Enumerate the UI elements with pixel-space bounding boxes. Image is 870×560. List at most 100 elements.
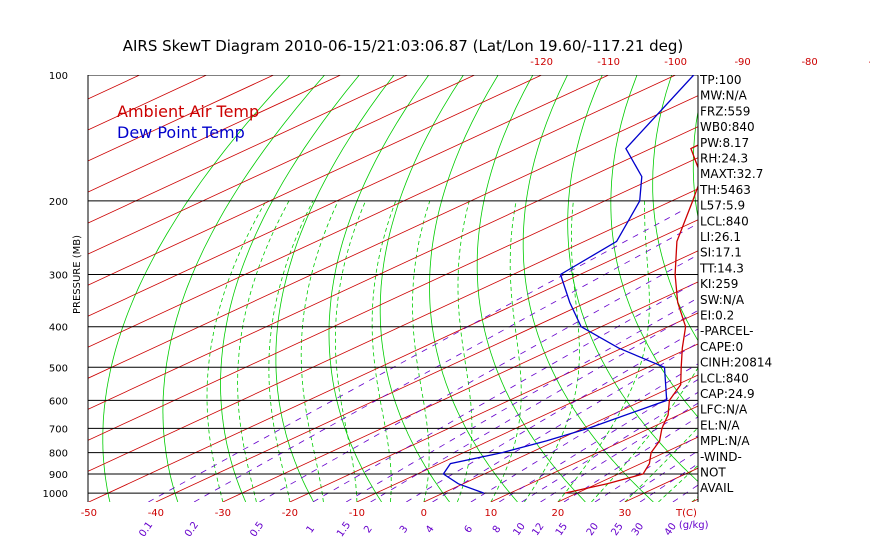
moist-adiabat-line — [371, 200, 397, 502]
legend-temperature: Ambient Air Temp — [117, 102, 259, 121]
bottom-temperature-tick-label: 20 — [552, 508, 565, 519]
index-entry: RH:24.3 — [700, 152, 748, 166]
dry-adiabat-line — [328, 75, 430, 502]
index-entry: SW:N/A — [700, 293, 745, 307]
top-temperature-tick-label: -100 — [664, 57, 687, 68]
index-entry: TH:5463 — [699, 183, 751, 197]
temperature-line — [564, 144, 698, 494]
mixing-ratio-tick-label: 6 — [463, 524, 476, 536]
mixing-ratio-line — [259, 254, 698, 502]
sounding-profiles — [442, 75, 698, 494]
mixing-ratio-line — [312, 280, 698, 502]
top-temperature-tick-labels: -120-110-100-90-80-70-60-50-40 — [530, 57, 870, 68]
mixing-ratio-line — [563, 416, 698, 502]
isotherm-line — [356, 343, 698, 502]
pressure-tick-label: 600 — [49, 396, 68, 407]
index-entry: MW:N/A — [700, 89, 748, 103]
isotherm-line — [88, 75, 274, 162]
mixing-ratio-line — [521, 391, 698, 502]
mixing-ratio-unit-label: (g/kg) — [679, 520, 709, 531]
index-entry: CAP:24.9 — [700, 387, 755, 401]
bottom-temperature-tick-label: -10 — [349, 508, 365, 519]
isotherm-line — [88, 75, 676, 348]
index-entry: LFC:N/A — [700, 403, 748, 417]
isotherm-line — [423, 374, 698, 502]
pressure-tick-labels: 100 200 300 400 500 600 700 800 900 1000 — [43, 71, 68, 500]
pressure-tick-label: 100 — [49, 71, 68, 82]
index-entry: -PARCEL- — [700, 324, 754, 338]
index-entry: KI:259 — [700, 277, 738, 291]
index-entry: PW:8.17 — [700, 136, 749, 150]
index-entry: EL:N/A — [700, 418, 740, 432]
index-entry: -WIND- — [700, 450, 742, 464]
bottom-temperature-tick-label: -20 — [282, 508, 298, 519]
y-axis-label: PRESSURE (MB) — [72, 235, 83, 314]
index-entry: EI:0.2 — [700, 309, 734, 323]
dry-adiabat-line — [102, 75, 291, 502]
isotherm-line — [88, 75, 609, 317]
top-temperature-tick-label: -80 — [801, 57, 817, 68]
mixing-ratio-line — [540, 402, 698, 502]
dry-adiabat-line — [275, 75, 395, 502]
mixing-ratio-tick-label: 2 — [362, 524, 375, 536]
index-entry: LCL:840 — [700, 214, 749, 228]
pressure-tick-label: 800 — [49, 449, 68, 460]
isotherm-line — [289, 312, 698, 502]
mixing-ratio-line — [470, 363, 698, 502]
dry-adiabat-line — [652, 75, 698, 342]
mixing-ratio-tick-label: 3 — [398, 524, 411, 536]
mixing-ratio-line — [345, 297, 698, 502]
dry-adiabat-line — [476, 75, 586, 502]
moist-adiabat-line — [490, 200, 522, 502]
pressure-tick-label: 200 — [49, 197, 68, 208]
legend-dewpoint: Dew Point Temp — [117, 123, 245, 142]
index-entry: AVAIL — [700, 481, 734, 495]
bottom-temperature-tick-label: 10 — [485, 508, 498, 519]
pressure-tick-label: 1000 — [43, 489, 68, 500]
isobars — [88, 75, 698, 494]
moist-adiabat-line — [412, 200, 431, 502]
mixing-ratio-line — [432, 342, 698, 502]
dry-adiabat-line — [522, 75, 654, 502]
top-temperature-tick-label: -70 — [868, 57, 870, 68]
isotherm-line — [88, 188, 698, 472]
index-entry: LI:26.1 — [700, 230, 741, 244]
moist-adiabat-line — [300, 200, 339, 502]
top-temperature-tick-label: -120 — [530, 57, 553, 68]
pressure-tick-label: 700 — [49, 424, 68, 435]
moist-adiabat-line — [334, 200, 366, 502]
index-entry: SI:17.1 — [700, 246, 742, 260]
bottom-temperature-tick-label: 0 — [421, 508, 427, 519]
index-entry: FRZ:559 — [700, 104, 750, 118]
pressure-tick-label: 300 — [49, 271, 68, 282]
isotherm-line — [88, 95, 698, 379]
moist-adiabat-line — [457, 200, 473, 502]
isotherm-line — [88, 219, 698, 502]
isotherm-line — [88, 157, 698, 441]
index-entry: CAPE:0 — [700, 340, 743, 354]
bottom-temperature-tick-label: 30 — [619, 508, 632, 519]
moist-adiabat-line — [624, 427, 698, 502]
mixing-ratio-line — [406, 328, 698, 502]
bottom-temperature-tick-label: -40 — [148, 508, 164, 519]
index-entry: LCL:840 — [700, 371, 749, 385]
index-entry: WB0:840 — [700, 120, 755, 134]
moist-adiabat-line — [268, 200, 314, 502]
index-entry: MAXT:32.7 — [700, 167, 763, 181]
isotherm-line — [88, 75, 542, 286]
index-entry: CINH:20814 — [700, 356, 772, 370]
mixing-ratio-tick-label: 8 — [491, 524, 504, 536]
pressure-tick-label: 400 — [49, 323, 68, 334]
top-temperature-tick-label: -110 — [597, 57, 620, 68]
background-grid — [88, 75, 698, 502]
isotherm-line — [490, 405, 698, 502]
isotherm-line — [222, 281, 698, 502]
dry-adiabat-line — [429, 75, 518, 502]
mixing-ratio-line — [498, 379, 698, 502]
top-temperature-tick-label: -90 — [734, 57, 750, 68]
moist-adiabat-line — [557, 200, 650, 502]
mixing-ratio-line — [148, 209, 685, 502]
mixing-ratio-tick-label: 1 — [305, 524, 318, 536]
moist-adiabat-line — [658, 464, 698, 502]
